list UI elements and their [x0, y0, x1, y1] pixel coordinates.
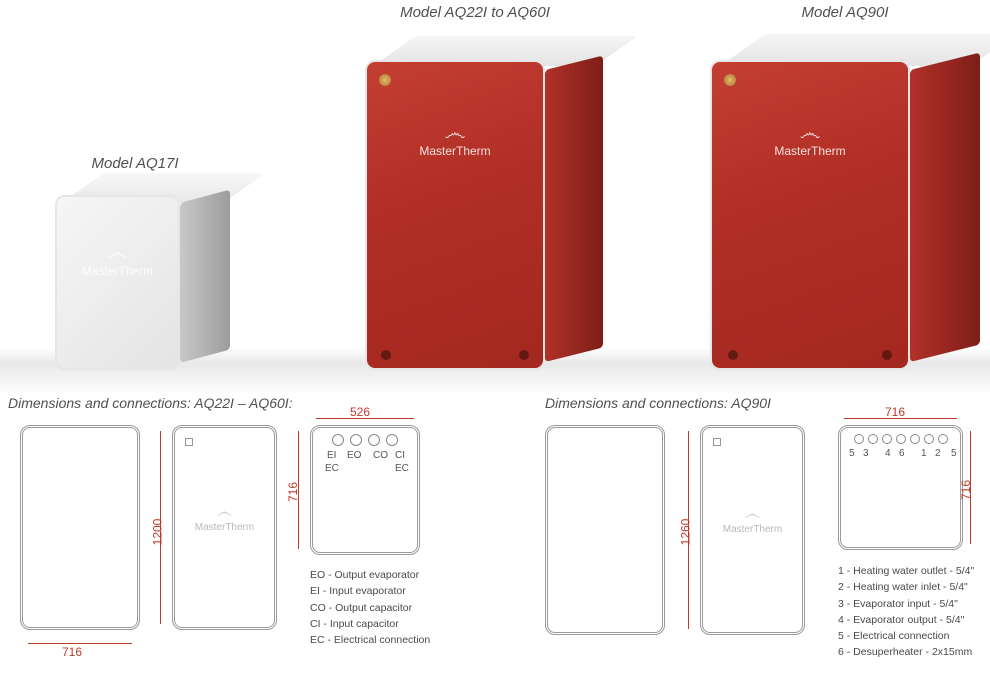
- port-label-ec2: EC: [395, 463, 409, 474]
- legend-line: 2 - Heating water inlet - 5/4": [838, 579, 974, 595]
- unit-front: ෴ MasterTherm: [55, 195, 180, 370]
- port-label-eo: EO: [347, 450, 361, 461]
- port-icon: [882, 434, 892, 444]
- port-num: 5: [849, 448, 855, 459]
- unit-front: ෴ MasterTherm: [710, 60, 910, 370]
- dim-title-left: Dimensions and connections: AQ22I – AQ60…: [8, 395, 293, 411]
- dim-title-right: Dimensions and connections: AQ90I: [545, 395, 771, 411]
- port-label-co: CO: [373, 450, 388, 461]
- port-num: 6: [899, 448, 905, 459]
- legend-b: 1 - Heating water outlet - 5/4" 2 - Heat…: [838, 563, 974, 661]
- brand-logo: ෴ MasterTherm: [712, 122, 908, 158]
- port-num: 5: [951, 448, 957, 459]
- legend-line: 1 - Heating water outlet - 5/4": [838, 563, 974, 579]
- port-num: 3: [863, 448, 869, 459]
- unit-side: [545, 56, 603, 362]
- brand-logo: ෴ MasterTherm: [57, 242, 178, 278]
- port-icon: [854, 434, 864, 444]
- port-icon: [868, 434, 878, 444]
- unit-side: [180, 190, 230, 363]
- fitting-icon: [379, 74, 391, 86]
- diagram-side-b: [545, 425, 665, 635]
- dim-w716: 716: [62, 645, 82, 659]
- legend-a: EO - Output evaporator EI - Input evapor…: [310, 567, 430, 648]
- port-icon: [332, 434, 344, 446]
- port-icon: [350, 434, 362, 446]
- legend-line: EC - Electrical connection: [310, 632, 430, 648]
- mini-brand: ෴MasterTherm: [175, 504, 274, 533]
- legend-line: 6 - Desuperheater - 2x15mm: [838, 644, 974, 660]
- foot-dot: [728, 350, 738, 360]
- brand-text: MasterTherm: [82, 264, 153, 278]
- legend-line: EI - Input evaporator: [310, 583, 430, 599]
- fitting-icon: [724, 74, 736, 86]
- brand-logo: ෴ MasterTherm: [367, 122, 543, 158]
- port-num: 4: [885, 448, 891, 459]
- legend-line: CO - Output capacitor: [310, 600, 430, 616]
- port-row: [313, 434, 417, 446]
- legend-line: 4 - Evaporator output - 5/4": [838, 612, 974, 628]
- dim-line: [28, 643, 132, 644]
- brand-text: MasterTherm: [723, 524, 782, 535]
- foot-dot: [381, 350, 391, 360]
- foot-dot: [882, 350, 892, 360]
- port-label-ci: CI: [395, 450, 405, 461]
- unit-side: [910, 53, 980, 362]
- brand-text: MasterTherm: [419, 144, 490, 158]
- dim-h1260: 1260: [678, 519, 692, 546]
- diagram-top-a: EI EO CO CI EC EC: [310, 425, 420, 555]
- legend-line: 5 - Electrical connection: [838, 628, 974, 644]
- port-label-ec: EC: [325, 463, 339, 474]
- port-label-ei: EI: [327, 450, 336, 461]
- diagram-front-b: ෴MasterTherm: [700, 425, 805, 635]
- port-num: 1: [921, 448, 927, 459]
- port-icon: [368, 434, 380, 446]
- label-aq90i: Model AQ90I: [745, 4, 945, 21]
- dim-h716b: 716: [959, 480, 973, 500]
- dim-w716b: 716: [885, 405, 905, 419]
- port-row: [841, 434, 960, 444]
- indicator-icon: [713, 438, 721, 446]
- diagram-side-a: [20, 425, 140, 630]
- port-icon: [938, 434, 948, 444]
- dim-w526: 526: [350, 405, 370, 419]
- legend-line: 3 - Evaporator input - 5/4": [838, 596, 974, 612]
- dim-h716: 716: [286, 482, 300, 502]
- brand-text: MasterTherm: [195, 522, 254, 533]
- label-aq22-60: Model AQ22I to AQ60I: [375, 4, 575, 21]
- legend-line: CI - Input capacitor: [310, 616, 430, 632]
- port-num: 2: [935, 448, 941, 459]
- dim-h1200: 1200: [150, 519, 164, 546]
- mini-brand: ෴MasterTherm: [703, 506, 802, 535]
- legend-line: EO - Output evaporator: [310, 567, 430, 583]
- port-icon: [910, 434, 920, 444]
- product-row: Model AQ22I to AQ60I Model AQ90I Model A…: [0, 0, 990, 395]
- port-icon: [896, 434, 906, 444]
- diagram-top-b: 5 3 4 6 1 2 5: [838, 425, 963, 550]
- indicator-icon: [185, 438, 193, 446]
- port-icon: [386, 434, 398, 446]
- port-icon: [924, 434, 934, 444]
- diagram-front-a: ෴MasterTherm: [172, 425, 277, 630]
- brand-text: MasterTherm: [774, 144, 845, 158]
- unit-front: ෴ MasterTherm: [365, 60, 545, 370]
- foot-dot: [519, 350, 529, 360]
- label-aq17i: Model AQ17I: [60, 155, 210, 172]
